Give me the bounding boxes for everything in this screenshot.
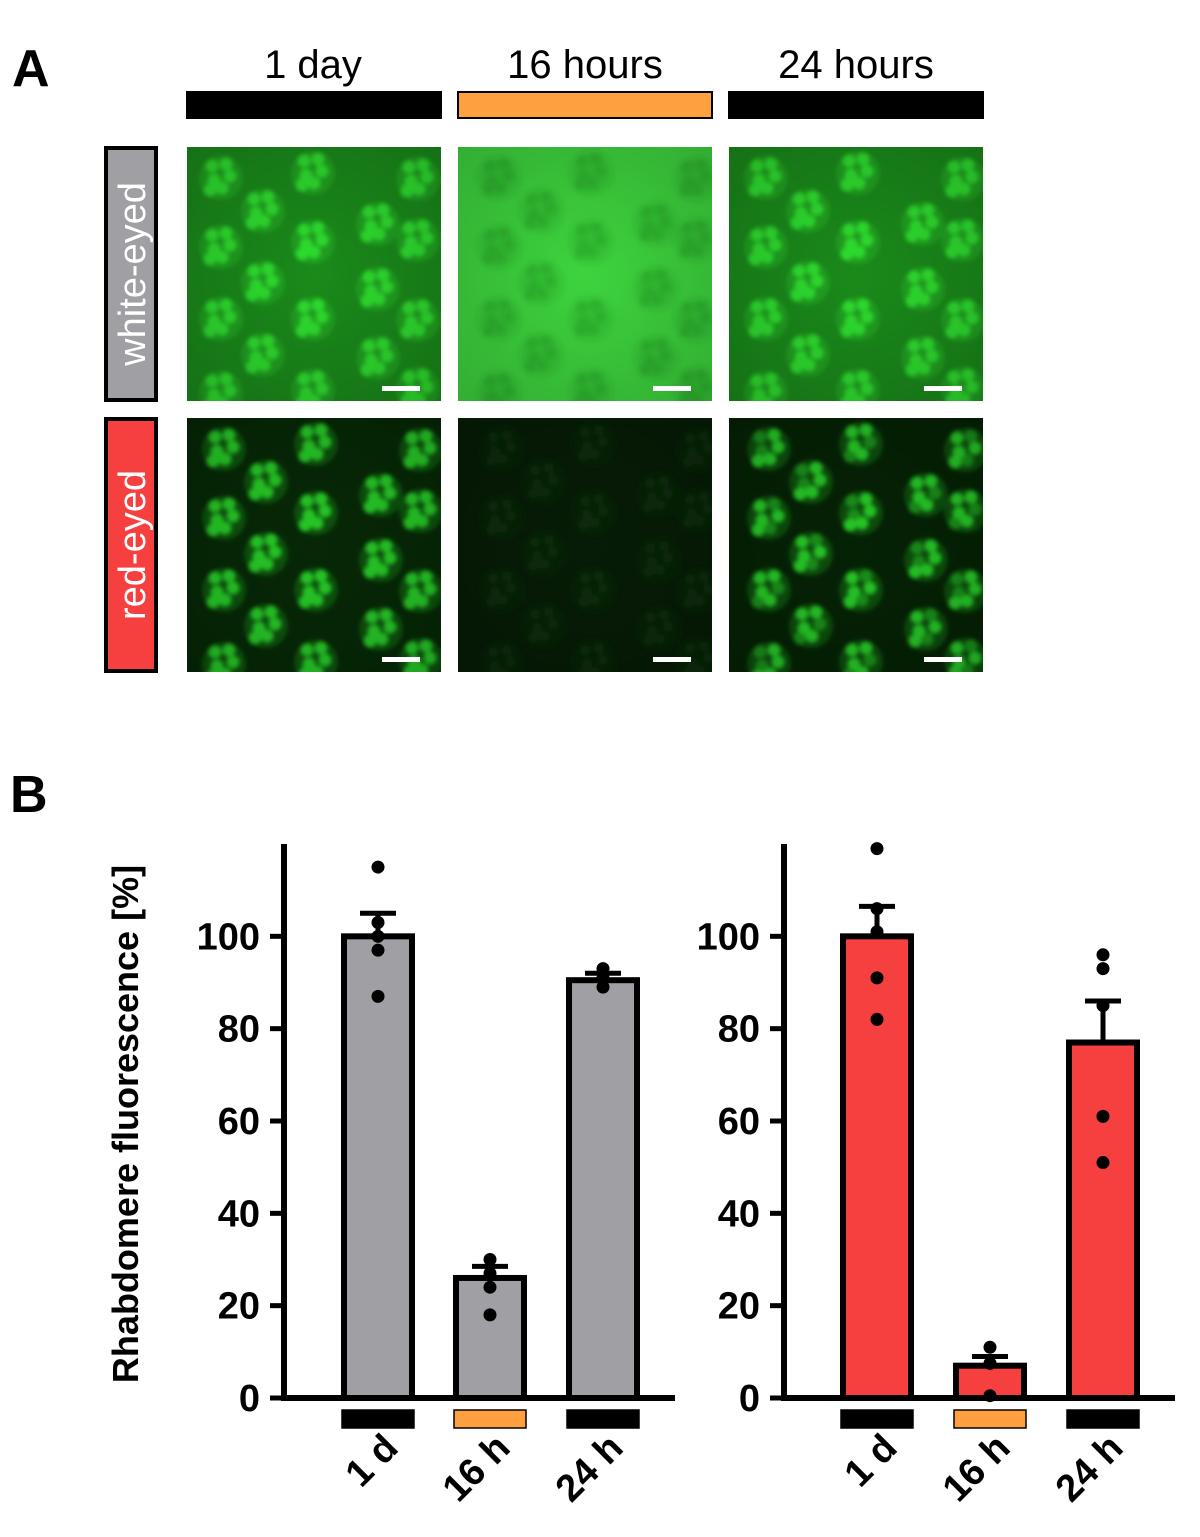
condition-indicator: [453, 1409, 527, 1429]
x-tick-label: 1 d: [338, 1427, 407, 1496]
x-tick-label: 24 h: [548, 1427, 631, 1510]
x-tick-label: 16 h: [435, 1427, 518, 1510]
column-header-1-day: 1 day: [264, 43, 362, 87]
data-point: [1096, 962, 1110, 976]
condition-indicator: [1066, 1409, 1140, 1429]
y-tick-label: 60: [718, 1101, 760, 1143]
bar-24h: [1066, 1039, 1140, 1402]
chart-red-eyed: 0 20 40 60 80 100 1 d 16 h 24 h: [697, 842, 1175, 1510]
scale-bar: [382, 657, 420, 662]
row-label-white-eyed: white-eyed: [112, 182, 154, 367]
data-point: [483, 1308, 497, 1322]
chart-white-eyed: 0 20 40 60 80 100 1 d 16 h 24 h: [197, 844, 675, 1510]
bar-1d: [840, 933, 914, 1401]
panel-b-letter: B: [10, 766, 48, 824]
x-tick-label: 16 h: [935, 1427, 1018, 1510]
data-point: [983, 1340, 997, 1354]
x-tick-label: 24 h: [1048, 1427, 1131, 1510]
data-point: [483, 1253, 497, 1266]
micrograph-red-eyed-1-day: [187, 418, 441, 672]
condition-bar-24-hours: [728, 91, 984, 119]
data-point: [870, 842, 884, 856]
data-point: [371, 989, 385, 1003]
bar-24h: [566, 977, 640, 1401]
data-point: [596, 962, 610, 976]
panel-a-letter: A: [12, 40, 50, 98]
condition-bar-16-hours: [457, 91, 713, 119]
condition-indicator: [566, 1409, 640, 1429]
y-tick-label: 40: [718, 1193, 760, 1235]
row-label-white-eyed-box: white-eyed: [104, 146, 158, 402]
scale-bar: [382, 386, 420, 391]
data-point: [483, 1266, 497, 1280]
data-point: [371, 943, 385, 957]
y-tick-label: 80: [718, 1009, 760, 1051]
data-point: [870, 925, 884, 939]
micrograph-white-eyed-16-hours: [458, 147, 712, 401]
data-point: [870, 902, 884, 916]
condition-indicator: [840, 1409, 914, 1429]
data-point: [371, 929, 385, 943]
data-point: [870, 1012, 884, 1026]
data-point: [596, 980, 610, 994]
y-tick-label: 100: [697, 916, 760, 958]
condition-indicator: [341, 1409, 415, 1429]
data-point: [371, 860, 385, 874]
scale-bar: [653, 657, 691, 662]
y-tick-label: 0: [239, 1378, 260, 1420]
row-label-red-eyed-box: red-eyed: [104, 417, 158, 673]
column-header-24-hours: 24 hours: [778, 43, 934, 87]
y-tick-label: 100: [197, 916, 260, 958]
y-tick-label: 80: [218, 1009, 260, 1051]
column-header-16-hours: 16 hours: [507, 43, 663, 87]
data-point: [1096, 1156, 1110, 1170]
y-tick-label: 20: [718, 1286, 760, 1328]
bar-16h: [453, 1274, 527, 1402]
y-tick-label: 0: [739, 1378, 760, 1420]
bar-1d: [341, 933, 415, 1401]
data-point: [1096, 999, 1110, 1013]
scale-bar: [924, 657, 962, 662]
micrograph-red-eyed-16-hours: [458, 418, 712, 672]
micrograph-red-eyed-24-hours: [729, 418, 983, 672]
data-point: [983, 1356, 997, 1370]
condition-indicator: [953, 1409, 1027, 1429]
y-tick-label: 40: [218, 1193, 260, 1235]
data-point: [596, 971, 610, 985]
row-label-red-eyed: red-eyed: [112, 470, 154, 620]
data-point: [371, 915, 385, 929]
y-axis-label: Rhabdomere fluorescence [%]: [105, 865, 146, 1383]
scale-bar: [653, 386, 691, 391]
y-tick-label: 20: [218, 1286, 260, 1328]
y-tick-label: 60: [218, 1101, 260, 1143]
data-point: [1096, 948, 1110, 962]
condition-bar-1-day: [186, 91, 442, 119]
micrograph-white-eyed-1-day: [187, 147, 441, 401]
data-point: [870, 971, 884, 985]
scale-bar: [924, 386, 962, 391]
data-point: [1096, 1109, 1110, 1123]
micrograph-white-eyed-24-hours: [729, 147, 983, 401]
x-tick-label: 1 d: [837, 1427, 906, 1496]
data-point: [483, 1280, 497, 1294]
data-point: [983, 1389, 997, 1403]
